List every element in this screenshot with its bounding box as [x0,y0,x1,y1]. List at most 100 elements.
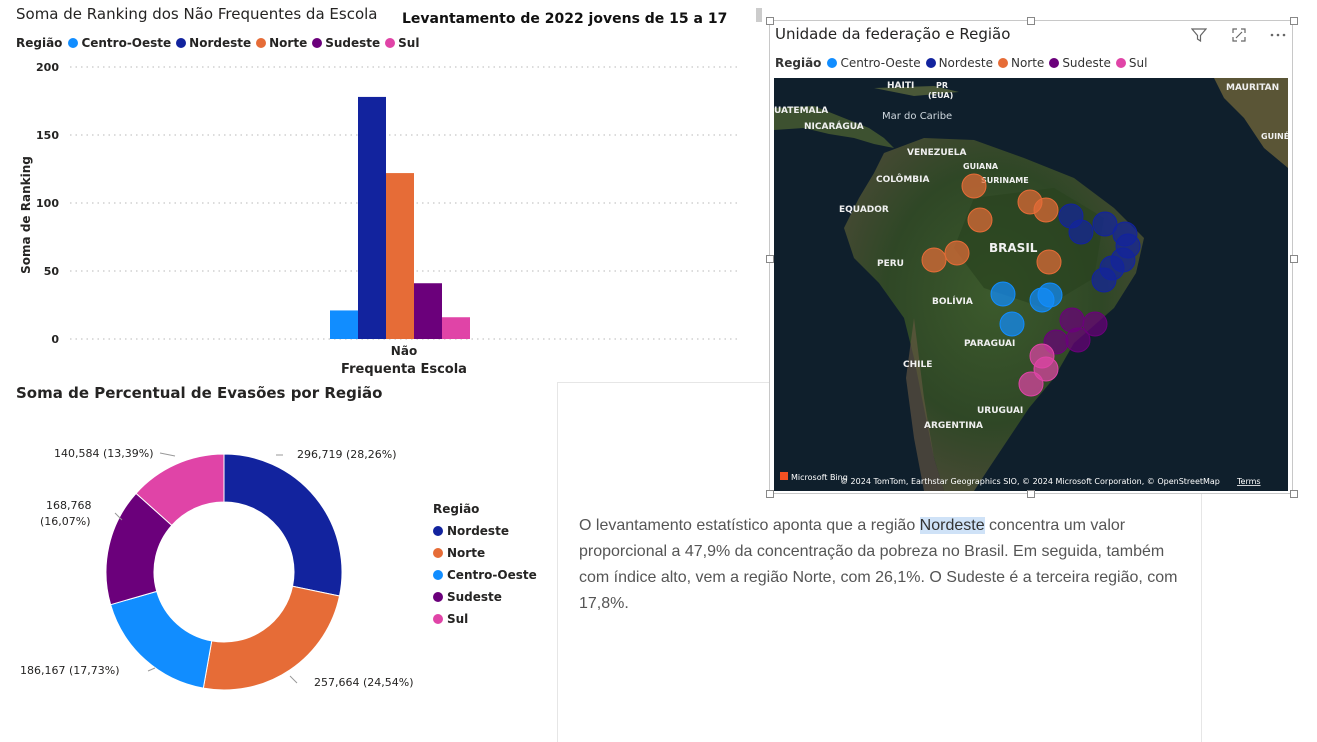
bar-legend-item-sudeste[interactable]: Sudeste [312,36,380,50]
focus-mode-icon[interactable] [1231,28,1246,42]
map-bubble-centro-oeste[interactable] [990,281,1016,307]
legend-dot-icon [385,38,396,48]
donut-slice-nordeste[interactable] [223,453,343,597]
bar-y-tick-label: 100 [36,197,59,210]
filter-icon[interactable] [1190,28,1208,43]
legend-dot-icon [256,38,267,48]
donut-slice-centro-oeste[interactable] [109,590,213,689]
bar-legend-item-centro-oeste[interactable]: Centro-Oeste [68,36,171,50]
resize-handle[interactable] [766,490,774,498]
resize-handle[interactable] [1027,17,1035,25]
map-visual[interactable]: Unidade da federação e Região Região Cen… [769,20,1293,494]
map-bubble-nordeste[interactable] [1092,211,1118,237]
map-bubble-nordeste[interactable] [1068,219,1094,245]
bar-centro-oeste[interactable] [330,310,358,339]
map-bing-label: Microsoft Bing [791,473,848,482]
report-header-title: Levantamento de 2022 jovens de 15 a 17 [402,11,728,27]
caribbean-islands [874,86,959,96]
map-legend-item-nordeste[interactable]: Nordeste [925,56,993,70]
map-bubble-norte[interactable] [1036,249,1062,275]
donut-label-sudeste-value: 168,768 [46,499,92,512]
map-bubble-sudeste[interactable] [1065,327,1091,353]
central-america-land [774,106,894,148]
bar-nordeste[interactable] [358,96,386,339]
map-terms-link[interactable]: Terms [1236,477,1261,486]
legend-dot-icon [1115,58,1126,68]
map-legend-item-sul[interactable]: Sul [1115,56,1147,70]
legend-dot-icon [433,570,443,580]
map-bubble-norte[interactable] [921,247,947,273]
legend-dot-icon [433,614,443,624]
more-options-icon[interactable] [1270,28,1286,42]
text-card-paragraph: O levantamento estatístico aponta que a … [579,517,1178,612]
donut-label-centro-oeste: 186,167 (17,73%) [20,664,120,677]
satellite-map[interactable]: HAITI PR (EUA) UATEMALA NICARÁGUA Mar do… [774,78,1288,491]
bar-sudeste[interactable] [414,283,442,339]
resize-handle[interactable] [766,17,774,25]
map-legend-item-norte[interactable]: Norte [997,56,1044,70]
map-bubble-centro-oeste[interactable] [1029,287,1055,313]
bar-legend-item-sul[interactable]: Sul [385,36,419,50]
map-label-guiana: GUIANA [963,162,999,171]
africa-land [1214,78,1288,168]
scroll-handle[interactable] [756,8,762,22]
microsoft-logo-icon [780,472,788,480]
map-legend-label: Região [775,56,822,70]
bar-y-tick-label: 200 [36,61,59,74]
map-label-bolivia: BOLÍVIA [932,295,973,307]
map-bubble-sul[interactable] [1018,371,1044,397]
map-legend-item-centro-oeste[interactable]: Centro-Oeste [827,56,921,70]
map-bubble-norte[interactable] [961,173,987,199]
map-bubble-sul[interactable] [1033,356,1059,382]
donut-label-nordeste: 296,719 (28,26%) [297,448,397,461]
map-label-eua: (EUA) [928,91,953,100]
donut-legend-item-nordeste[interactable]: Nordeste [433,518,537,544]
bar-sul[interactable] [442,317,470,339]
map-label-uruguai: URUGUAI [977,406,1023,416]
legend-dot-icon [997,58,1008,68]
map-label-caribe: Mar do Caribe [882,111,952,122]
map-label-paraguai: PARAGUAI [964,339,1015,349]
map-canvas[interactable]: HAITI PR (EUA) UATEMALA NICARÁGUA Mar do… [774,78,1288,491]
donut-legend-item-centro-oeste[interactable]: Centro-Oeste [433,562,537,588]
legend-dot-icon [433,592,443,602]
map-bubble-norte[interactable] [967,207,993,233]
donut-slice-sul[interactable] [135,453,225,527]
map-bubble-centro-oeste[interactable] [999,311,1025,337]
resize-handle[interactable] [1290,17,1298,25]
map-label-brasil: BRASIL [989,241,1038,255]
map-label-nicaragua: NICARÁGUA [804,120,864,132]
donut-chart-title: Soma de Percentual de Evasões por Região [16,384,383,402]
donut-label-norte: 257,664 (24,54%) [314,676,414,689]
bar-legend-item-norte[interactable]: Norte [256,36,307,50]
donut-legend-item-sudeste[interactable]: Sudeste [433,584,537,610]
donut-legend-item-norte[interactable]: Norte [433,540,537,566]
bar-chart-legend: Região Centro-Oeste Nordeste Norte Sudes… [16,36,424,50]
bar-category-label: Não [391,344,417,358]
legend-dot-icon [176,38,187,48]
bar-norte[interactable] [386,173,414,339]
resize-handle[interactable] [1290,255,1298,263]
map-bubble-sudeste[interactable] [1082,311,1108,337]
map-bubble-norte[interactable] [1033,197,1059,223]
donut-label-sudeste-percent: (16,07%) [40,515,91,528]
donut-chart: 296,719 (28,26%) 257,664 (24,54%) 186,16… [20,447,414,691]
bar-legend-label: Região [16,36,63,50]
map-legend: Região Centro-Oeste Nordeste Norte Sudes… [775,56,1152,70]
resize-handle[interactable] [766,255,774,263]
map-legend-item-sudeste[interactable]: Sudeste [1049,56,1111,70]
legend-dot-icon [433,526,443,536]
donut-slice-norte[interactable] [202,585,341,691]
map-label-guine: GUINÉ [1261,130,1288,141]
donut-legend-label: Região [433,502,480,516]
donut-legend-item-sul[interactable]: Sul [433,606,537,632]
map-bubble-norte[interactable] [944,240,970,266]
bar-legend-item-nordeste[interactable]: Nordeste [176,36,251,50]
map-bubble-nordeste[interactable] [1091,267,1117,293]
legend-dot-icon [925,58,936,68]
legend-dot-icon [433,548,443,558]
bar-chart-title: Soma de Ranking dos Não Frequentes da Es… [16,5,378,23]
resize-handle[interactable] [1290,490,1298,498]
map-label-venezuela: VENEZUELA [907,148,967,158]
resize-handle[interactable] [1027,490,1035,498]
